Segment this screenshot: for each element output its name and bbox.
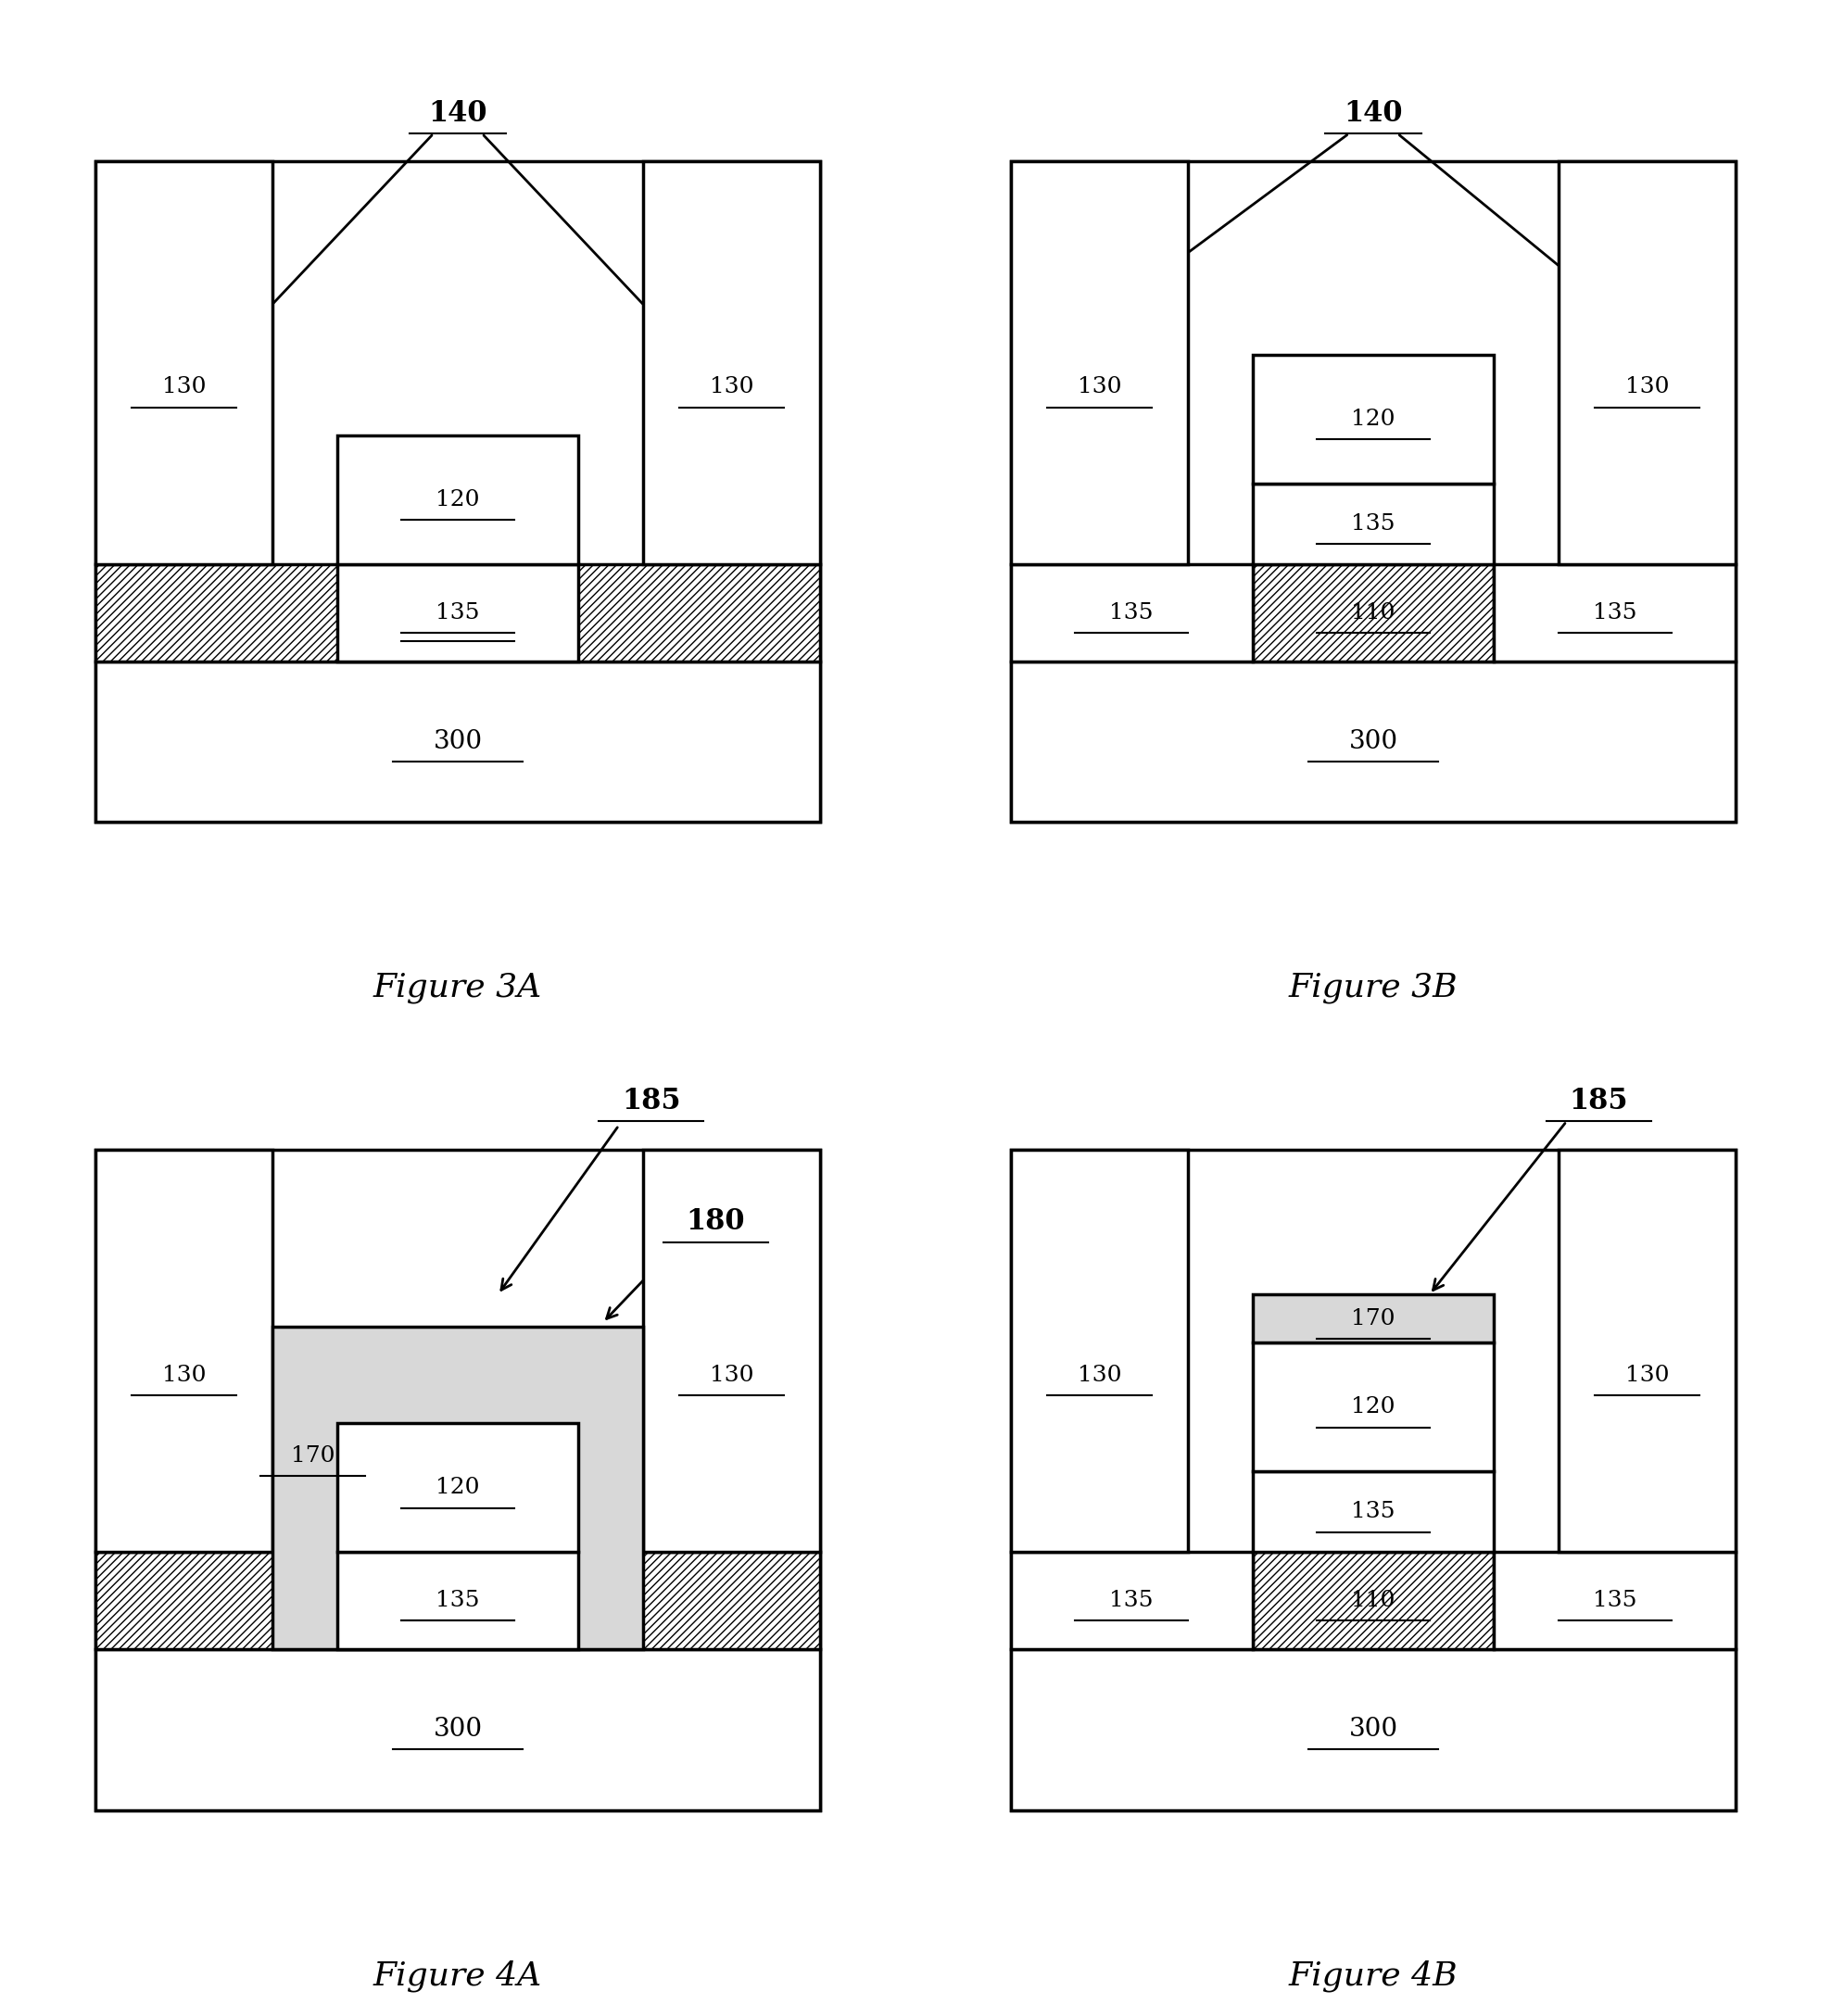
Text: 130: 130 bbox=[1626, 377, 1670, 397]
Text: 135: 135 bbox=[1351, 1502, 1395, 1522]
Bar bbox=[1011, 564, 1252, 661]
Text: 135: 135 bbox=[436, 1591, 480, 1611]
Text: 300: 300 bbox=[434, 730, 482, 754]
Bar bbox=[1011, 1649, 1736, 1810]
Text: 140: 140 bbox=[428, 99, 487, 127]
Text: 130: 130 bbox=[1077, 377, 1121, 397]
Bar bbox=[1011, 1149, 1188, 1552]
Text: 130: 130 bbox=[1077, 1365, 1121, 1385]
Text: 130: 130 bbox=[1626, 1365, 1670, 1385]
Bar bbox=[1558, 1149, 1736, 1552]
Text: 120: 120 bbox=[1351, 1397, 1395, 1417]
Text: 135: 135 bbox=[1110, 603, 1154, 623]
Text: 170: 170 bbox=[1351, 1308, 1395, 1329]
Text: 110: 110 bbox=[1351, 1591, 1395, 1611]
Text: 170: 170 bbox=[291, 1445, 335, 1466]
Text: 135: 135 bbox=[1593, 1591, 1637, 1611]
Bar bbox=[1252, 355, 1494, 484]
Text: Figure 4B: Figure 4B bbox=[1289, 1960, 1457, 1992]
Text: 135: 135 bbox=[1110, 1591, 1154, 1611]
Bar bbox=[95, 161, 273, 564]
Text: 130: 130 bbox=[710, 377, 754, 397]
Bar bbox=[1252, 1472, 1494, 1552]
Bar bbox=[337, 1423, 579, 1552]
Bar bbox=[643, 161, 820, 564]
Text: 185: 185 bbox=[623, 1087, 681, 1115]
Bar bbox=[1011, 1552, 1252, 1649]
Bar bbox=[1252, 1343, 1494, 1472]
Text: 135: 135 bbox=[1351, 514, 1395, 534]
Text: 180: 180 bbox=[687, 1208, 745, 1236]
Text: Figure 3B: Figure 3B bbox=[1289, 972, 1457, 1004]
Text: 140: 140 bbox=[1344, 99, 1403, 127]
Bar bbox=[337, 564, 579, 661]
Text: 130: 130 bbox=[710, 1365, 754, 1385]
Bar bbox=[337, 1552, 579, 1649]
Bar bbox=[337, 435, 579, 564]
Bar bbox=[1011, 661, 1736, 823]
Text: 300: 300 bbox=[434, 1718, 482, 1742]
Bar bbox=[1252, 1294, 1494, 1343]
Bar bbox=[1252, 564, 1494, 661]
Text: Figure 4A: Figure 4A bbox=[374, 1960, 542, 1992]
Text: 110: 110 bbox=[436, 1591, 480, 1611]
Bar bbox=[643, 1149, 820, 1552]
Text: 130: 130 bbox=[161, 1365, 205, 1385]
Text: 110: 110 bbox=[436, 603, 480, 623]
Text: 120: 120 bbox=[1351, 409, 1395, 429]
Text: 300: 300 bbox=[1349, 1718, 1397, 1742]
Bar bbox=[95, 1649, 820, 1810]
Text: Figure 3A: Figure 3A bbox=[374, 972, 542, 1004]
Text: 120: 120 bbox=[436, 490, 480, 510]
Text: 130: 130 bbox=[161, 377, 205, 397]
Bar bbox=[95, 1552, 820, 1649]
Text: 135: 135 bbox=[1593, 603, 1637, 623]
Bar bbox=[95, 661, 820, 823]
Bar bbox=[1011, 161, 1736, 823]
Bar bbox=[1558, 161, 1736, 564]
Bar bbox=[1494, 1552, 1736, 1649]
Bar bbox=[95, 1149, 820, 1810]
Bar bbox=[95, 161, 820, 823]
Bar bbox=[1011, 161, 1188, 564]
Bar bbox=[1252, 1552, 1494, 1649]
Bar bbox=[95, 564, 820, 661]
Text: 300: 300 bbox=[1349, 730, 1397, 754]
Bar bbox=[95, 1149, 273, 1552]
Text: 110: 110 bbox=[1351, 603, 1395, 623]
Bar bbox=[1494, 564, 1736, 661]
Text: 185: 185 bbox=[1569, 1087, 1628, 1115]
Text: 135: 135 bbox=[436, 603, 480, 623]
Bar bbox=[273, 1327, 643, 1649]
Bar bbox=[1011, 1149, 1736, 1810]
Text: 120: 120 bbox=[436, 1478, 480, 1498]
Bar bbox=[1252, 484, 1494, 564]
